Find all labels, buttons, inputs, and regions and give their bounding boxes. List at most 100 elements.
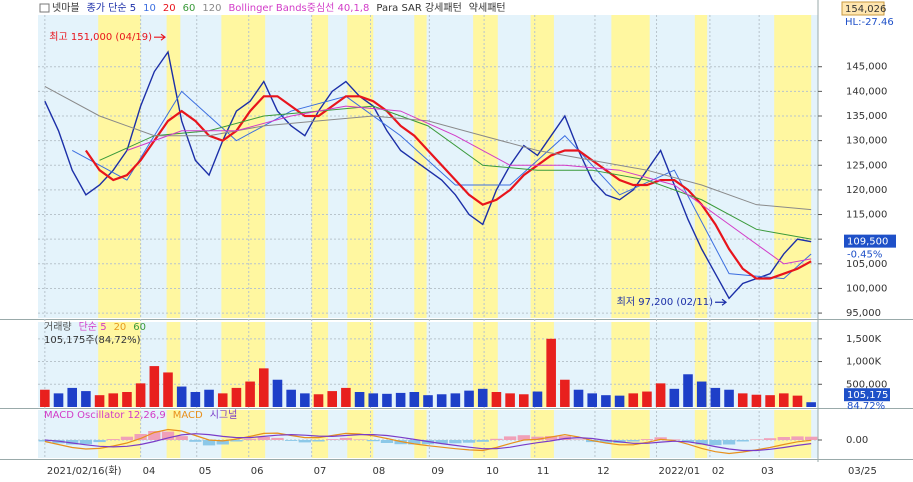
volume-bar [710,387,721,407]
hl-label: HL:-27.46 [845,17,894,28]
volume-bar [477,388,488,407]
oscillator-bar [202,440,216,446]
sar-band [347,15,374,318]
top-label-box [841,1,885,16]
sar-band [694,15,708,318]
volume-info: 105,175주(84,72%) [44,335,141,346]
legend-icon [39,3,50,13]
y-tick-label: 115,000 [846,210,887,221]
volume-bar [779,393,789,407]
volume-bar [40,389,50,407]
legend-entry: 시그널 [210,409,238,421]
last-volume-ratio: 84.72% [847,401,885,412]
oscillator-bar [805,436,818,440]
series-line [126,105,812,265]
volume-bar [122,392,132,407]
sar-band [774,410,812,458]
series-line [84,95,812,280]
volume-bar [382,393,392,407]
y-tick-label: 140,000 [846,86,887,97]
x-tick-label: 11 [537,466,550,477]
volume-bar [245,381,255,407]
oscillator-bar [695,440,708,445]
x-tick-label: 2022/01 [659,466,701,477]
oscillator-bar [545,436,558,440]
last-volume-box [844,388,890,402]
sar-band [774,15,812,318]
x-tick-label: 09 [431,466,444,477]
oscillator-bar [66,440,79,445]
volume-bar [601,395,611,407]
legend-entry: 넷마블 [52,2,80,14]
sar-band [530,410,554,458]
volume-bar [737,393,748,407]
x-end-label: 03/25 [848,466,877,477]
sar-band [311,15,329,318]
y-tick-label: 95,000 [846,308,881,319]
volume-bar [423,395,433,407]
oscillator-bar [134,434,147,440]
x-tick-label: 2021/02/16(화) [47,465,122,477]
sar-band [694,410,708,458]
volume-bar [628,393,639,407]
y-tick-label: 100,000 [846,283,887,294]
y-tick-label: 500,000 [846,379,887,390]
volume-bar [642,391,652,407]
volume-bar [341,387,351,407]
oscillator-bar [640,439,654,440]
x-tick-label: 05 [199,466,212,477]
x-tick-label: 10 [486,466,499,477]
volume-bar [724,389,734,407]
volume-bar [259,368,269,407]
oscillator-bar [93,440,106,443]
oscillator-bar [531,436,544,440]
volume-bar [354,392,365,407]
oscillator-bar [408,440,421,445]
sar-band [414,410,427,458]
sar-band [98,410,141,458]
top-label: 154,026 [845,4,886,15]
sar-band [221,322,266,407]
oscillator-bar [326,439,339,440]
volume-bar [765,395,775,407]
legend-entry: 단순 5 [79,321,107,333]
oscillator-bar [654,437,667,440]
sar-band [98,322,141,407]
sar-band [774,322,812,407]
volume-bar [669,388,680,407]
volume-bar [300,393,310,407]
volume-bar [655,383,666,407]
series-line [44,50,812,300]
oscillator-bar [490,438,503,440]
y-tick-label: 145,000 [846,62,887,73]
volume-bar [409,392,420,407]
volume-bar [464,390,474,407]
volume-bar [327,391,337,407]
y-tick-label: 105,000 [846,259,887,270]
annotation: 최고 151,000 (04/19) [49,31,152,43]
volume-bar [204,389,214,407]
sar-band [221,15,266,318]
volume-bar [587,393,597,407]
volume-bar [368,393,379,407]
oscillator-bar [285,440,298,441]
legend-entry: Bollinger Bands중심선 40,1,8 [228,2,369,14]
oscillator-bar [791,436,804,440]
volume-bar [436,394,447,407]
volume-bar [286,389,296,407]
volume-bar [505,393,515,407]
legend-entry: 60 [183,3,196,14]
legend-entry: 20 [163,3,176,14]
y-tick-label: 120,000 [846,185,887,196]
volume-bar [806,402,816,407]
legend-entry: MACD Oscillator 12,26,9 [44,410,166,421]
annotation: 최저 97,200 (02/11) [617,296,713,308]
oscillator-bar [216,440,229,445]
oscillator-bar [189,440,202,442]
oscillator-bar [462,440,476,443]
oscillator-bar [353,439,366,440]
volume-bar [491,392,502,407]
oscillator-bar [777,437,790,440]
y-tick-label: 125,000 [846,160,887,171]
oscillator-bar [627,440,640,442]
